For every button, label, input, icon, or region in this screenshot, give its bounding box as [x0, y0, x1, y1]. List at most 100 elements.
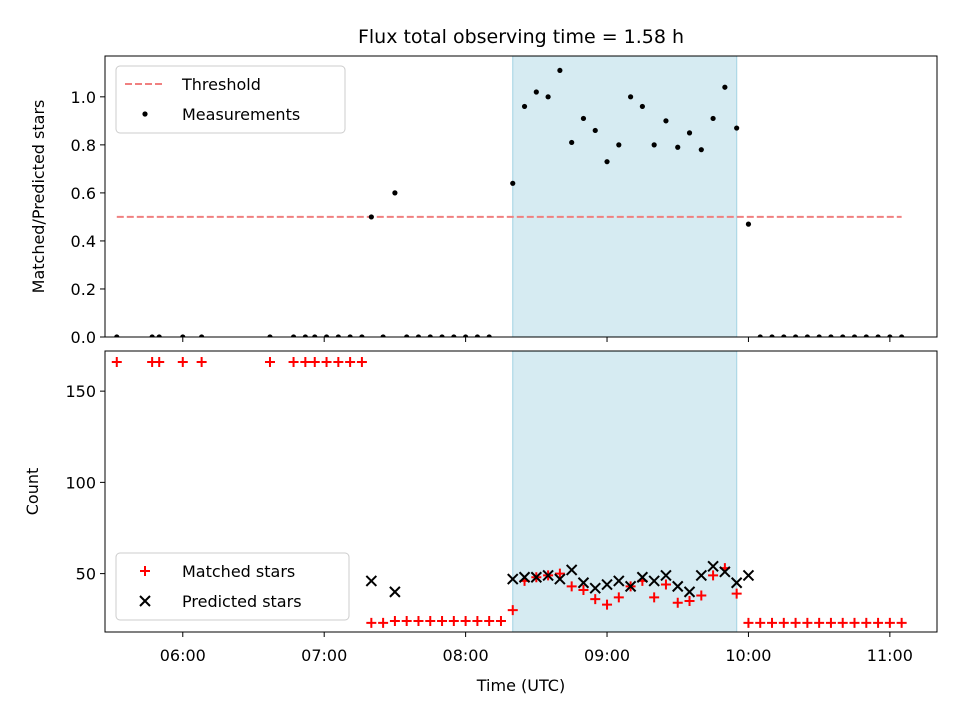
- matched-star-point: [288, 356, 299, 367]
- predicted-star-point: [742, 569, 755, 582]
- x-tick-label: 11:00: [867, 646, 913, 665]
- legend-matched-swatch: [140, 566, 150, 576]
- axes-frame: [104, 350, 938, 633]
- predicted-star-point: [624, 580, 637, 593]
- measurement-point: [722, 84, 728, 90]
- legend-entry: Predicted stars: [182, 592, 302, 611]
- y-tick-label: 150: [65, 382, 96, 401]
- measurement-point: [580, 115, 587, 122]
- measurement-point: [863, 334, 869, 337]
- matched-star-point: [413, 616, 424, 627]
- measurement-point: [627, 94, 634, 100]
- matched-star-point: [590, 594, 601, 605]
- legend-box: [115, 552, 350, 621]
- measurement-point: [899, 334, 905, 337]
- matched-star-point: [554, 568, 565, 579]
- predicted-star-point: [636, 571, 649, 583]
- matched-star-point: [507, 605, 518, 616]
- measurement-point: [757, 334, 763, 337]
- matched-star-point: [460, 616, 471, 627]
- y-tick-label: 50: [76, 565, 96, 584]
- measurement-point: [474, 334, 480, 337]
- x-tick-label: 09:00: [584, 646, 630, 665]
- predicted-star-point: [719, 566, 731, 578]
- matched-star-point: [472, 616, 483, 627]
- measurement-point: [290, 334, 297, 337]
- measurement-point: [427, 334, 433, 337]
- matched-star-point: [696, 590, 707, 601]
- predicted-star-point: [389, 586, 401, 598]
- legend-box: [115, 65, 346, 134]
- predicted-star-point: [601, 578, 613, 591]
- predicted-star-point: [554, 573, 566, 585]
- y-axis-label: Count: [23, 468, 42, 516]
- y-tick-label: 0.6: [71, 184, 96, 203]
- matched-star-point: [578, 585, 589, 596]
- matched-star-point: [837, 617, 848, 628]
- measurement-point: [335, 334, 341, 337]
- measurement-point: [745, 221, 752, 227]
- matched-star-point: [613, 592, 624, 603]
- predicted-star-point: [672, 580, 684, 593]
- y-tick-label: 1.0: [71, 88, 96, 107]
- measurement-point: [545, 94, 551, 100]
- measurement-point: [521, 103, 528, 110]
- matched-star-point: [566, 581, 577, 592]
- predicted-star-point: [577, 577, 590, 589]
- x-tick-label: 07:00: [301, 646, 347, 665]
- measurement-point: [323, 334, 330, 337]
- measurement-point: [816, 334, 822, 337]
- y-tick-label: 0.0: [71, 328, 96, 347]
- measurement-point: [380, 334, 386, 337]
- measurement-point: [569, 139, 575, 146]
- measurement-point: [302, 334, 308, 337]
- legend: Matched stars Predicted stars: [115, 552, 350, 621]
- predicted-star-point: [530, 571, 543, 583]
- legend-measurement-swatch: [142, 111, 148, 117]
- matched-star-point: [366, 617, 377, 628]
- y-tick-label: 0.2: [71, 280, 96, 299]
- matched-star-point: [825, 617, 836, 628]
- matched-star-point: [755, 617, 766, 628]
- measurement-point: [415, 334, 422, 337]
- bottom-panel: 50 100 150 06:00 07:00 08:00 09:00 10:00 11:00 Ti…: [23, 350, 938, 695]
- observing-span: [512, 351, 738, 632]
- measurement-point: [769, 334, 775, 337]
- measurement-point: [149, 334, 155, 337]
- matched-star-point: [345, 356, 356, 367]
- measurement-point: [616, 142, 622, 148]
- matched-star-point: [425, 616, 436, 627]
- predicted-star-point: [365, 575, 378, 587]
- predicted-star-point: [648, 575, 660, 587]
- measurement-point: [267, 334, 273, 337]
- matched-star-point: [778, 617, 789, 628]
- matched-star-point: [378, 617, 389, 628]
- x-tick-label: 06:00: [160, 646, 206, 665]
- matched-star-point: [321, 356, 332, 367]
- matched-star-point: [896, 617, 907, 628]
- plot-area: [114, 56, 905, 337]
- matched-star-point: [649, 592, 660, 603]
- x-tick-label: 10:00: [725, 646, 771, 665]
- matched-star-point: [884, 617, 895, 628]
- predicted-star-point: [695, 569, 708, 582]
- x-axis-label: Time (UTC): [476, 676, 565, 695]
- predicted-star-point: [613, 575, 625, 587]
- measurement-point: [392, 190, 398, 196]
- measurement-point: [698, 147, 704, 153]
- matched-star-point: [790, 617, 801, 628]
- matched-star-point: [672, 597, 683, 608]
- measurement-point: [840, 334, 846, 337]
- measurement-point: [156, 334, 162, 337]
- matched-star-point: [708, 570, 719, 581]
- matched-star-point: [861, 617, 872, 628]
- measurement-point: [404, 334, 410, 337]
- chart-title: Flux total observing time = 1.58 h: [358, 26, 684, 48]
- measurement-point: [451, 334, 457, 337]
- matched-star-point: [401, 616, 412, 627]
- measurement-point: [875, 334, 881, 337]
- measurement-point: [114, 334, 120, 337]
- measurement-point: [180, 334, 186, 337]
- matched-star-point: [873, 617, 884, 628]
- matched-star-point: [802, 617, 813, 628]
